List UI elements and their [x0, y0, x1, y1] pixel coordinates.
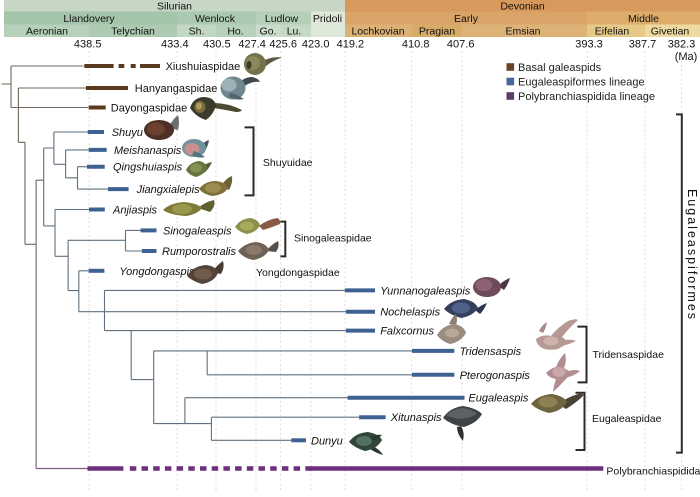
svg-text:Nochelaspis: Nochelaspis — [380, 307, 440, 319]
svg-text:419.2: 419.2 — [337, 39, 365, 51]
svg-text:Emsian: Emsian — [505, 26, 540, 38]
svg-text:Yongdongaspidae: Yongdongaspidae — [256, 267, 340, 279]
svg-text:Pragian: Pragian — [419, 26, 455, 38]
svg-text:Tridensaspis: Tridensaspis — [460, 346, 522, 358]
svg-text:Tridensaspidae: Tridensaspidae — [593, 349, 665, 361]
svg-text:387.7: 387.7 — [629, 39, 657, 51]
svg-text:Givetian: Givetian — [651, 26, 690, 38]
svg-text:Xiushuiaspidae: Xiushuiaspidae — [166, 61, 241, 73]
svg-text:410.8: 410.8 — [402, 39, 430, 51]
svg-text:Ho.: Ho. — [227, 26, 243, 38]
svg-text:Eugaleaspis: Eugaleaspis — [468, 393, 528, 405]
svg-text:Qingshuiaspis: Qingshuiaspis — [113, 162, 183, 174]
svg-text:Falxcornus: Falxcornus — [380, 326, 434, 338]
svg-text:427.4: 427.4 — [238, 39, 266, 51]
svg-text:Sinogaleaspidae: Sinogaleaspidae — [294, 233, 372, 245]
svg-text:(Ma): (Ma) — [675, 51, 698, 63]
svg-text:Basal galeaspids: Basal galeaspids — [518, 62, 602, 74]
svg-text:Lochkovian: Lochkovian — [351, 26, 404, 38]
svg-text:Eugaleaspiformes: Eugaleaspiformes — [685, 189, 699, 321]
svg-text:Yongdongaspis: Yongdongaspis — [119, 266, 195, 278]
svg-text:Sh.: Sh. — [189, 26, 205, 38]
svg-text:382.3: 382.3 — [668, 39, 696, 51]
svg-text:423.0: 423.0 — [302, 39, 330, 51]
svg-text:Dayongaspidae: Dayongaspidae — [111, 103, 187, 115]
svg-text:Eugaleaspidae: Eugaleaspidae — [592, 413, 662, 425]
svg-text:Wenlock: Wenlock — [195, 13, 236, 25]
svg-text:Telychian: Telychian — [111, 26, 155, 38]
svg-text:Ludlow: Ludlow — [265, 13, 299, 25]
svg-text:433.4: 433.4 — [161, 39, 189, 51]
svg-text:425.6: 425.6 — [269, 39, 297, 51]
svg-text:Lu.: Lu. — [287, 26, 302, 38]
svg-text:407.6: 407.6 — [447, 39, 475, 51]
svg-text:Shuyuidae: Shuyuidae — [263, 157, 313, 169]
svg-text:Dunyu: Dunyu — [311, 435, 343, 447]
svg-text:Hanyangaspidae: Hanyangaspidae — [135, 83, 218, 95]
svg-text:Meishanaspis: Meishanaspis — [114, 145, 182, 157]
svg-text:Devonian: Devonian — [500, 1, 545, 13]
svg-text:Go.: Go. — [260, 26, 277, 38]
svg-text:Polybranchiaspidida lineage: Polybranchiaspidida lineage — [518, 91, 655, 103]
svg-text:Rumporostralis: Rumporostralis — [162, 246, 236, 258]
svg-text:Xitunaspis: Xitunaspis — [390, 412, 442, 424]
svg-text:Anjiaspis: Anjiaspis — [112, 205, 158, 217]
svg-text:Shuyu: Shuyu — [112, 127, 143, 139]
svg-text:Polybranchiaspidida: Polybranchiaspidida — [606, 466, 700, 478]
svg-text:Early: Early — [454, 13, 479, 25]
svg-text:Middle: Middle — [628, 13, 659, 25]
svg-text:Pterogonaspis: Pterogonaspis — [460, 370, 531, 382]
svg-text:Pridoli: Pridoli — [313, 13, 342, 25]
svg-text:Jiangxialepis: Jiangxialepis — [136, 184, 200, 196]
svg-text:Sinogaleaspis: Sinogaleaspis — [163, 225, 232, 237]
svg-text:Llandovery: Llandovery — [63, 13, 115, 25]
svg-text:Eugaleaspiformes lineage: Eugaleaspiformes lineage — [518, 76, 645, 88]
svg-text:Eifelian: Eifelian — [595, 26, 630, 38]
svg-text:Yunnanogaleaspis: Yunnanogaleaspis — [380, 285, 471, 297]
svg-text:Aeronian: Aeronian — [26, 26, 68, 38]
svg-text:438.5: 438.5 — [74, 39, 102, 51]
svg-text:430.5: 430.5 — [203, 39, 231, 51]
svg-text:Silurian: Silurian — [157, 1, 192, 13]
svg-text:393.3: 393.3 — [575, 39, 603, 51]
